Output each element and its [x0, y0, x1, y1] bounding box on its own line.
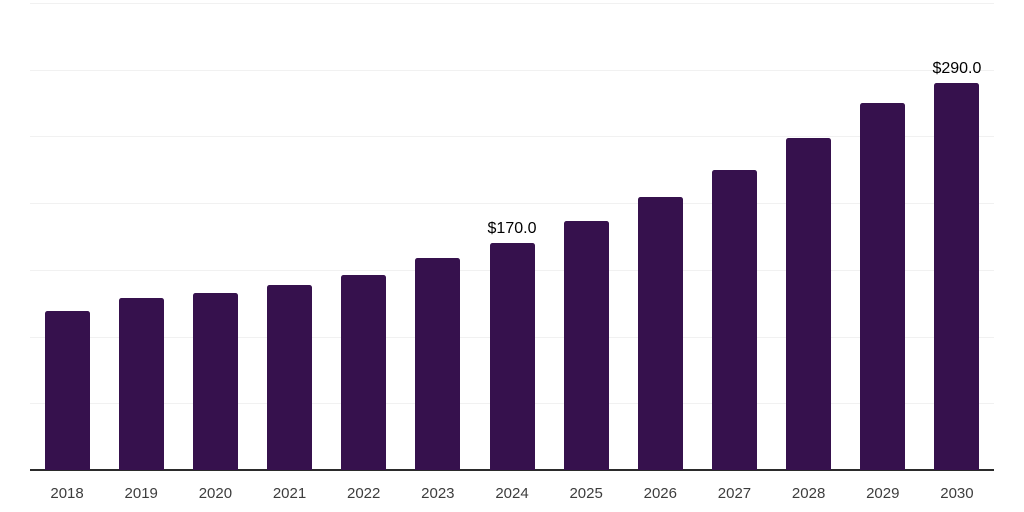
bar-2020 [192, 293, 238, 470]
bar-2028 [786, 137, 832, 470]
x-tick-2019: 2019 [124, 485, 158, 502]
plot-area: $170.0 $290.0 [30, 3, 994, 471]
data-label-2030: $290.0 [932, 60, 982, 78]
x-tick-2023: 2023 [421, 485, 455, 502]
x-tick-2022: 2022 [347, 485, 381, 502]
x-tick-2025: 2025 [569, 485, 603, 502]
data-label-2024: $170.0 [487, 220, 537, 238]
bar-2019 [118, 297, 164, 470]
x-tick-2030: 2030 [940, 485, 974, 502]
bar-2024 [489, 243, 535, 470]
x-tick-2027: 2027 [717, 485, 752, 502]
x-tick-2021: 2021 [272, 485, 307, 502]
x-tick-2018: 2018 [50, 485, 84, 502]
bar-2023 [415, 257, 461, 470]
x-tick-2029: 2029 [866, 485, 900, 502]
bar-2021 [267, 284, 313, 470]
gridline-350 [30, 3, 994, 4]
gridline-300 [30, 69, 994, 71]
x-axis-line [30, 469, 994, 471]
bar-2027 [711, 169, 757, 470]
gridline-200 [30, 203, 994, 205]
bar-2026 [637, 197, 683, 470]
x-tick-2026: 2026 [643, 485, 677, 502]
bar-2025 [563, 221, 609, 470]
x-tick-2028: 2028 [791, 485, 826, 502]
bar-2018 [44, 311, 90, 470]
bar-2030 [934, 83, 980, 470]
bar-2029 [860, 103, 906, 470]
gridline-250 [30, 136, 994, 138]
bar-2022 [341, 274, 387, 470]
x-tick-2020: 2020 [198, 485, 233, 502]
x-tick-2024: 2024 [495, 485, 529, 502]
